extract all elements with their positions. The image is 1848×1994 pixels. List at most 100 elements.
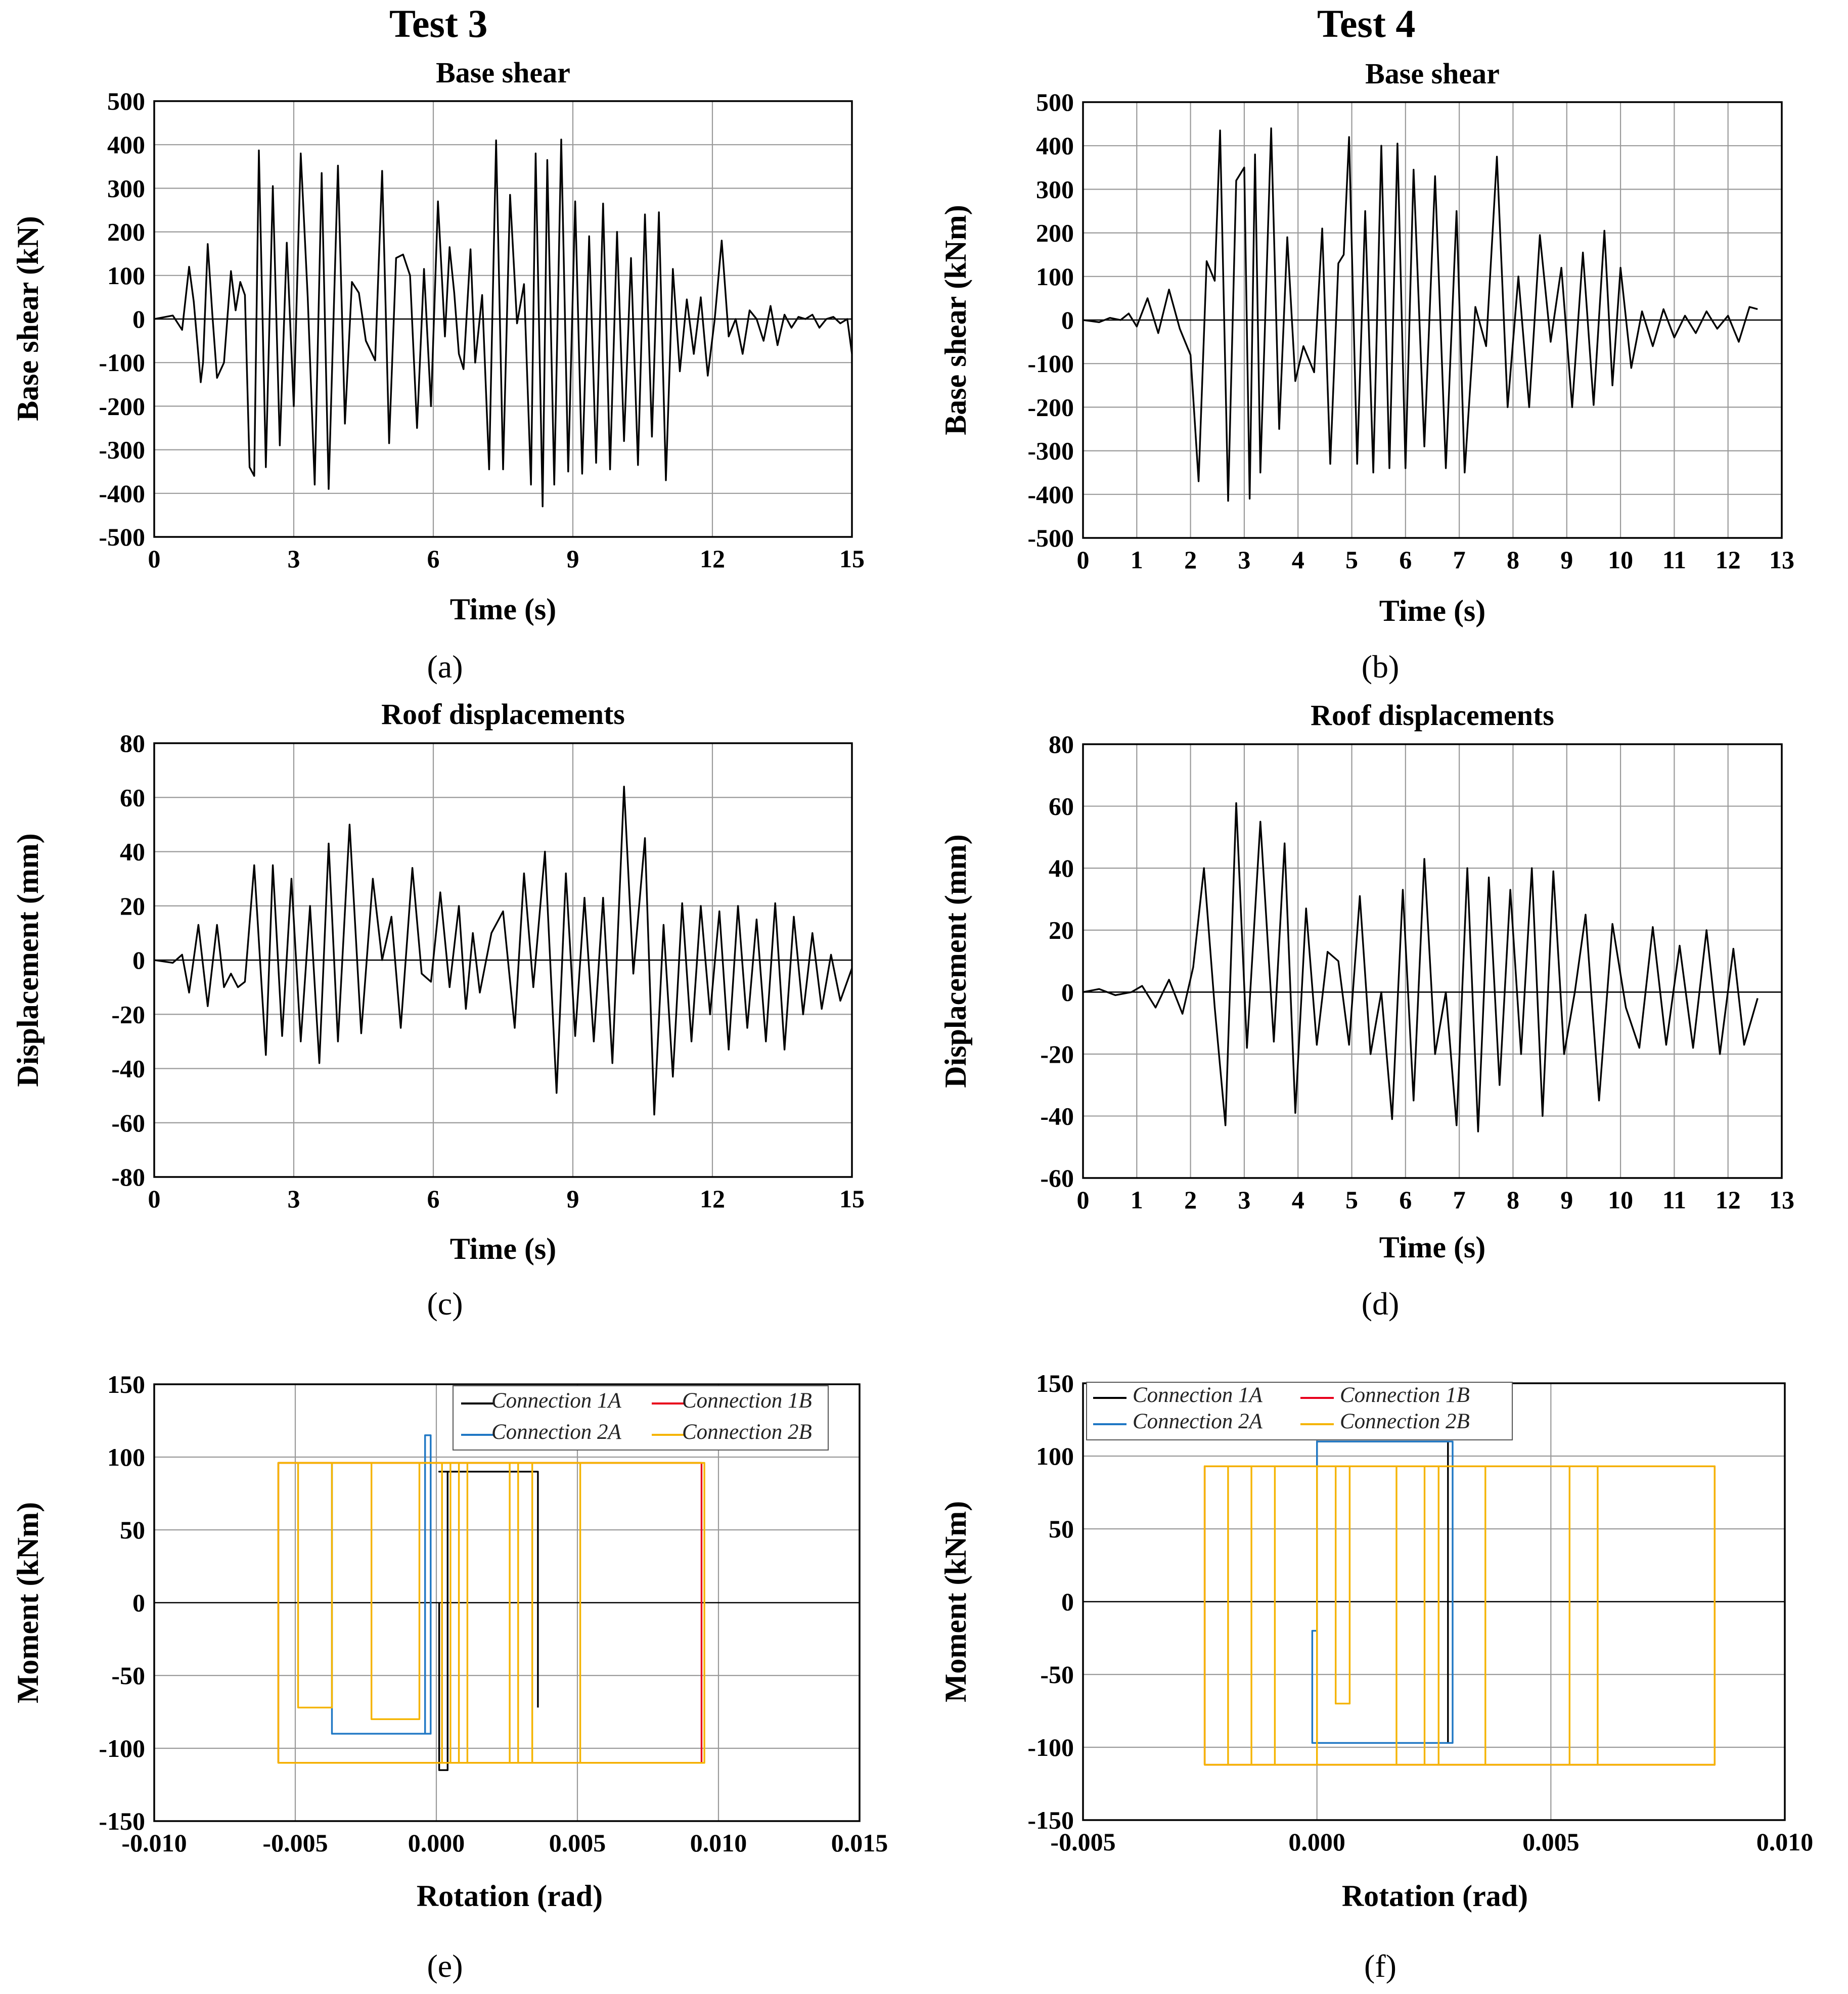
chart-a-ytick-label-7: 200 — [107, 218, 145, 246]
chart-c-xtick-label-0: 0 — [148, 1185, 161, 1213]
chart-e-xtick-label-5: 0.015 — [831, 1829, 888, 1857]
chart-f-ytick-label-0: -150 — [1027, 1806, 1074, 1834]
chart-d-ytick-label-2: -20 — [1040, 1040, 1074, 1068]
chart-e-ytick-label-1: -100 — [99, 1734, 145, 1762]
chart-a-xlabel: Time (s) — [450, 593, 557, 626]
chart-e-ytick-label-3: 0 — [132, 1589, 145, 1617]
chart-b-ytick-label-6: 100 — [1036, 262, 1074, 291]
chart-f-xtick-label-3: 0.010 — [1756, 1828, 1814, 1856]
chart-e-xtick-label-4: 0.010 — [690, 1829, 747, 1857]
chart-f-xtick-label-0: -0.005 — [1050, 1828, 1115, 1856]
chart-d-xtick-label-3: 3 — [1238, 1186, 1250, 1214]
chart-b-xtick-label-5: 5 — [1345, 546, 1358, 574]
chart-c-ytick-label-0: -80 — [111, 1163, 145, 1191]
chart-b-xtick-label-8: 8 — [1507, 546, 1519, 574]
chart-a-ytick-label-6: 100 — [107, 261, 145, 290]
chart-d-xtick-label-7: 7 — [1453, 1186, 1466, 1214]
chart-a-ytick-label-9: 400 — [107, 130, 145, 159]
chart-d-ytick-label-0: -60 — [1040, 1164, 1074, 1192]
chart-f-series-0 — [1316, 1440, 1449, 1743]
chart-a-ytick-label-0: -500 — [99, 523, 145, 551]
chart-d-xtick-label-8: 8 — [1507, 1186, 1519, 1214]
chart-d-xtick-label-1: 1 — [1131, 1186, 1143, 1214]
legend-label-2b: Connection 2B — [1340, 1410, 1470, 1433]
chart-f-panel-label: (f) — [1364, 1948, 1396, 1984]
chart-c-frame — [153, 742, 853, 1178]
chart-e-series-0 — [438, 1471, 539, 1771]
chart-b-xtick-label-3: 3 — [1238, 546, 1250, 574]
chart-a-ytick-label-8: 300 — [107, 174, 145, 202]
chart-c-ytick-label-2: -40 — [111, 1055, 145, 1083]
chart-c-ytick-label-3: -20 — [111, 1000, 145, 1028]
chart-d-xlabel: Time (s) — [1379, 1231, 1486, 1264]
legend-swatch-1b — [1300, 1397, 1334, 1399]
chart-e-series-2 — [331, 1434, 432, 1735]
legend-swatch-2b — [1300, 1423, 1334, 1425]
chart-a-panel-label: (a) — [427, 649, 463, 685]
chart-d-xtick-label-12: 12 — [1716, 1186, 1741, 1214]
chart-f-xlabel: Rotation (rad) — [1342, 1879, 1528, 1913]
chart-c-title: Roof displacements — [381, 698, 625, 731]
chart-b-xtick-label-9: 9 — [1560, 546, 1573, 574]
chart-b-xtick-label-10: 10 — [1608, 546, 1633, 574]
legend-label-1b: Connection 1B — [682, 1389, 812, 1413]
chart-a-ytick-label-4: -100 — [99, 348, 145, 377]
chart-e-frame — [153, 1383, 861, 1822]
chart-a-frame — [153, 100, 853, 538]
chart-e-ytick-label-2: -50 — [111, 1661, 145, 1690]
chart-f-ytick-label-5: 100 — [1036, 1442, 1074, 1470]
chart-a-xtick-label-1: 3 — [288, 545, 300, 573]
chart-c-xtick-label-1: 3 — [288, 1185, 300, 1213]
chart-a-ytick-label-1: -400 — [99, 479, 145, 508]
legend-label-2a: Connection 2A — [491, 1420, 621, 1444]
chart-d-xtick-label-0: 0 — [1077, 1186, 1090, 1214]
chart-d-xtick-label-5: 5 — [1345, 1186, 1358, 1214]
legend-label-1b: Connection 1B — [1340, 1383, 1470, 1407]
chart-c-ylabel: Displacement (mm) — [11, 833, 44, 1087]
column-title-test-3: Test 3 — [389, 2, 488, 46]
chart-e-series-1 — [277, 1462, 703, 1764]
chart-b-ytick-label-10: 500 — [1036, 88, 1074, 116]
chart-f-series-2 — [1311, 1440, 1454, 1744]
chart-f-ytick-label-3: 0 — [1061, 1588, 1074, 1616]
chart-b-xtick-label-11: 11 — [1662, 546, 1686, 574]
chart-c-xtick-label-4: 12 — [700, 1185, 725, 1213]
legend-label-2b: Connection 2B — [682, 1420, 812, 1444]
chart-b-xtick-label-4: 4 — [1292, 546, 1304, 574]
chart-e-ytick-label-4: 50 — [120, 1516, 145, 1544]
chart-e-ytick-label-6: 150 — [107, 1370, 145, 1398]
legend-e: Connection 1A Connection 1B Connection 2… — [453, 1385, 829, 1451]
chart-e-ytick-label-5: 100 — [107, 1443, 145, 1471]
chart-d-xtick-label-13: 13 — [1769, 1186, 1794, 1214]
legend-label-1a: Connection 1A — [1133, 1383, 1263, 1407]
chart-a-series-0 — [154, 139, 853, 508]
chart-d-title: Roof displacements — [1311, 699, 1554, 732]
chart-d-ytick-label-1: -40 — [1040, 1102, 1074, 1130]
chart-d-ytick-label-5: 40 — [1049, 854, 1074, 882]
legend-label-1a: Connection 1A — [491, 1389, 621, 1413]
chart-b-ytick-label-8: 300 — [1036, 175, 1074, 203]
chart-d-series-0 — [1083, 802, 1759, 1132]
chart-d-xtick-label-4: 4 — [1292, 1186, 1304, 1214]
chart-d-xtick-label-6: 6 — [1399, 1186, 1412, 1214]
chart-e-panel-label: (e) — [427, 1948, 463, 1984]
chart-a-ytick-label-3: -200 — [99, 392, 145, 420]
chart-d-ylabel: Displacement (mm) — [939, 834, 972, 1088]
chart-d-xtick-label-2: 2 — [1184, 1186, 1197, 1214]
chart-d-ytick-label-6: 60 — [1049, 792, 1074, 821]
chart-a-ytick-label-10: 500 — [107, 87, 145, 115]
chart-a-ytick-label-2: -300 — [99, 436, 145, 464]
chart-b-xtick-label-2: 2 — [1184, 546, 1197, 574]
chart-e-ylabel: Moment (kNm) — [11, 1502, 44, 1703]
chart-f-series-3 — [1203, 1465, 1716, 1766]
chart-c-ytick-label-6: 40 — [120, 838, 145, 866]
chart-f-ylabel: Moment (kNm) — [939, 1501, 972, 1702]
chart-f-ytick-label-6: 150 — [1036, 1369, 1074, 1397]
chart-d-xtick-label-11: 11 — [1662, 1186, 1686, 1214]
chart-b-ylabel: Base shear (kNm) — [939, 205, 972, 435]
chart-b-ytick-label-9: 400 — [1036, 131, 1074, 160]
chart-b-xtick-label-12: 12 — [1716, 546, 1741, 574]
legend-swatch-1b — [652, 1402, 685, 1404]
chart-e-ytick-label-0: -150 — [99, 1807, 145, 1835]
chart-b-ytick-label-4: -100 — [1027, 349, 1074, 378]
